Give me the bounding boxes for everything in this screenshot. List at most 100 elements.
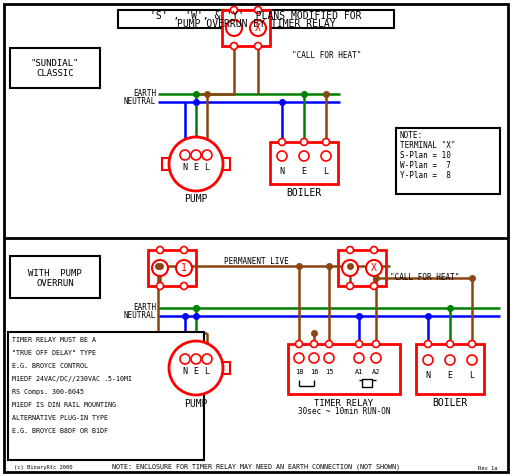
Bar xyxy=(222,10,270,46)
Bar xyxy=(223,158,230,170)
Text: A2: A2 xyxy=(372,369,380,375)
Text: NOTE: ENCLOSURE FOR TIMER RELAY MAY NEED AN EARTH CONNECTION (NOT SHOWN): NOTE: ENCLOSURE FOR TIMER RELAY MAY NEED… xyxy=(112,464,400,470)
Circle shape xyxy=(169,341,223,395)
Text: TERMINAL "X": TERMINAL "X" xyxy=(400,141,456,150)
Text: L: L xyxy=(204,367,209,376)
Text: BOILER: BOILER xyxy=(286,188,322,198)
Circle shape xyxy=(180,354,190,364)
Text: OVERRUN: OVERRUN xyxy=(36,279,74,288)
Bar xyxy=(118,10,394,28)
Text: E.G. BROYCE CONTROL: E.G. BROYCE CONTROL xyxy=(12,363,88,369)
Text: EARTH: EARTH xyxy=(133,304,156,313)
Text: N: N xyxy=(182,162,187,171)
Circle shape xyxy=(371,247,377,254)
Text: 18: 18 xyxy=(295,369,303,375)
Circle shape xyxy=(202,354,212,364)
Circle shape xyxy=(366,260,382,276)
Circle shape xyxy=(468,340,476,347)
Bar xyxy=(10,256,100,298)
Text: Y-Plan =  8: Y-Plan = 8 xyxy=(400,171,451,180)
Text: "TRUE OFF DELAY" TYPE: "TRUE OFF DELAY" TYPE xyxy=(12,350,96,356)
Circle shape xyxy=(371,282,377,289)
Bar xyxy=(223,362,230,374)
Circle shape xyxy=(310,340,317,347)
Circle shape xyxy=(321,151,331,161)
Text: L: L xyxy=(324,168,329,177)
Circle shape xyxy=(181,282,187,289)
Bar xyxy=(362,379,372,387)
Circle shape xyxy=(191,150,201,160)
Bar xyxy=(416,344,484,394)
Text: W-Plan =  7: W-Plan = 7 xyxy=(400,161,451,170)
Circle shape xyxy=(254,42,262,50)
Text: 30sec ~ 10min RUN-ON: 30sec ~ 10min RUN-ON xyxy=(298,407,390,416)
Text: E: E xyxy=(194,162,199,171)
Circle shape xyxy=(294,353,304,363)
Text: L: L xyxy=(470,371,475,380)
Bar xyxy=(162,362,169,374)
Text: ALTERNATIVE PLUG-IN TYPE: ALTERNATIVE PLUG-IN TYPE xyxy=(12,415,108,421)
Text: NEUTRAL: NEUTRAL xyxy=(123,311,156,320)
Text: 1: 1 xyxy=(181,263,187,273)
Text: "SUNDIAL": "SUNDIAL" xyxy=(31,59,79,68)
Text: EARTH: EARTH xyxy=(133,89,156,99)
Circle shape xyxy=(373,340,379,347)
Circle shape xyxy=(299,151,309,161)
Circle shape xyxy=(423,355,433,365)
Circle shape xyxy=(169,137,223,191)
Text: 15: 15 xyxy=(325,369,333,375)
Text: RS Comps. 300-6045: RS Comps. 300-6045 xyxy=(12,389,84,395)
Text: N: N xyxy=(425,371,431,380)
Circle shape xyxy=(157,247,163,254)
Text: M1EDF IS DIN RAIL MOUNTING: M1EDF IS DIN RAIL MOUNTING xyxy=(12,402,116,408)
Circle shape xyxy=(347,247,353,254)
Text: (c) BinaryRtc 2000: (c) BinaryRtc 2000 xyxy=(14,466,73,470)
Circle shape xyxy=(180,150,190,160)
Text: "CALL FOR HEAT": "CALL FOR HEAT" xyxy=(292,50,361,60)
Text: PUMP: PUMP xyxy=(184,399,208,409)
Circle shape xyxy=(371,353,381,363)
Text: X: X xyxy=(371,263,377,273)
Circle shape xyxy=(424,340,432,347)
Text: E: E xyxy=(302,168,307,177)
Circle shape xyxy=(202,150,212,160)
Text: E: E xyxy=(447,371,453,380)
Circle shape xyxy=(326,340,332,347)
Text: 'S' , 'W', & 'Y'  PLANS MODIFIED FOR: 'S' , 'W', & 'Y' PLANS MODIFIED FOR xyxy=(150,11,362,21)
Circle shape xyxy=(176,260,192,276)
Bar xyxy=(338,250,386,286)
Text: TIMER RELAY: TIMER RELAY xyxy=(314,398,374,407)
Circle shape xyxy=(181,247,187,254)
Bar xyxy=(270,142,338,184)
Text: CLASSIC: CLASSIC xyxy=(36,69,74,79)
Circle shape xyxy=(230,42,238,50)
Text: A1: A1 xyxy=(355,369,363,375)
Text: Rev 1a: Rev 1a xyxy=(479,466,498,470)
Circle shape xyxy=(324,353,334,363)
Circle shape xyxy=(279,139,286,146)
Bar xyxy=(162,158,169,170)
Circle shape xyxy=(355,340,362,347)
Circle shape xyxy=(354,353,364,363)
Text: N: N xyxy=(280,168,285,177)
Circle shape xyxy=(295,340,303,347)
Text: PUMP OVERRUN BY TIMER RELAY: PUMP OVERRUN BY TIMER RELAY xyxy=(177,19,335,29)
Circle shape xyxy=(467,355,477,365)
Circle shape xyxy=(152,260,168,276)
Bar xyxy=(396,128,500,194)
Text: PERMANENT LIVE: PERMANENT LIVE xyxy=(224,258,288,267)
Bar xyxy=(8,332,204,460)
Text: S-Plan = 10: S-Plan = 10 xyxy=(400,151,451,160)
Bar xyxy=(288,344,400,394)
Text: "CALL FOR HEAT": "CALL FOR HEAT" xyxy=(390,274,459,282)
Text: PUMP: PUMP xyxy=(184,194,208,204)
Bar xyxy=(148,250,196,286)
Circle shape xyxy=(445,355,455,365)
Text: WITH  PUMP: WITH PUMP xyxy=(28,268,82,278)
Circle shape xyxy=(323,139,330,146)
Circle shape xyxy=(157,282,163,289)
Text: 16: 16 xyxy=(310,369,318,375)
Circle shape xyxy=(277,151,287,161)
Text: TIMER RELAY MUST BE A: TIMER RELAY MUST BE A xyxy=(12,337,96,343)
Circle shape xyxy=(250,20,266,36)
